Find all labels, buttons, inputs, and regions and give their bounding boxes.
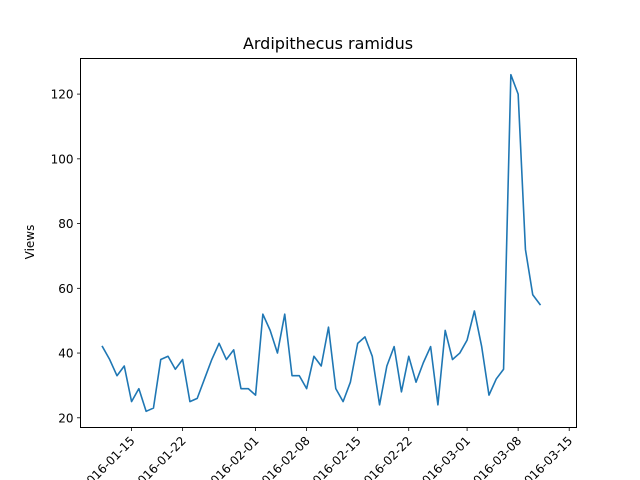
y-axis-label: Views	[23, 225, 37, 260]
y-tick-label: 60	[58, 282, 73, 296]
y-axis-ticks: 20 40 60 80 100 120	[51, 88, 81, 425]
views-series-line	[101, 73, 542, 413]
y-tick-label: 100	[51, 152, 74, 166]
y-tick-label: 80	[58, 217, 73, 231]
y-tick-label: 40	[58, 347, 73, 361]
y-tick-label: 120	[51, 88, 74, 102]
y-tick-label: 20	[58, 411, 73, 425]
plot-frame	[80, 58, 577, 428]
chart-title: Ardipithecus ramidus	[243, 34, 413, 53]
